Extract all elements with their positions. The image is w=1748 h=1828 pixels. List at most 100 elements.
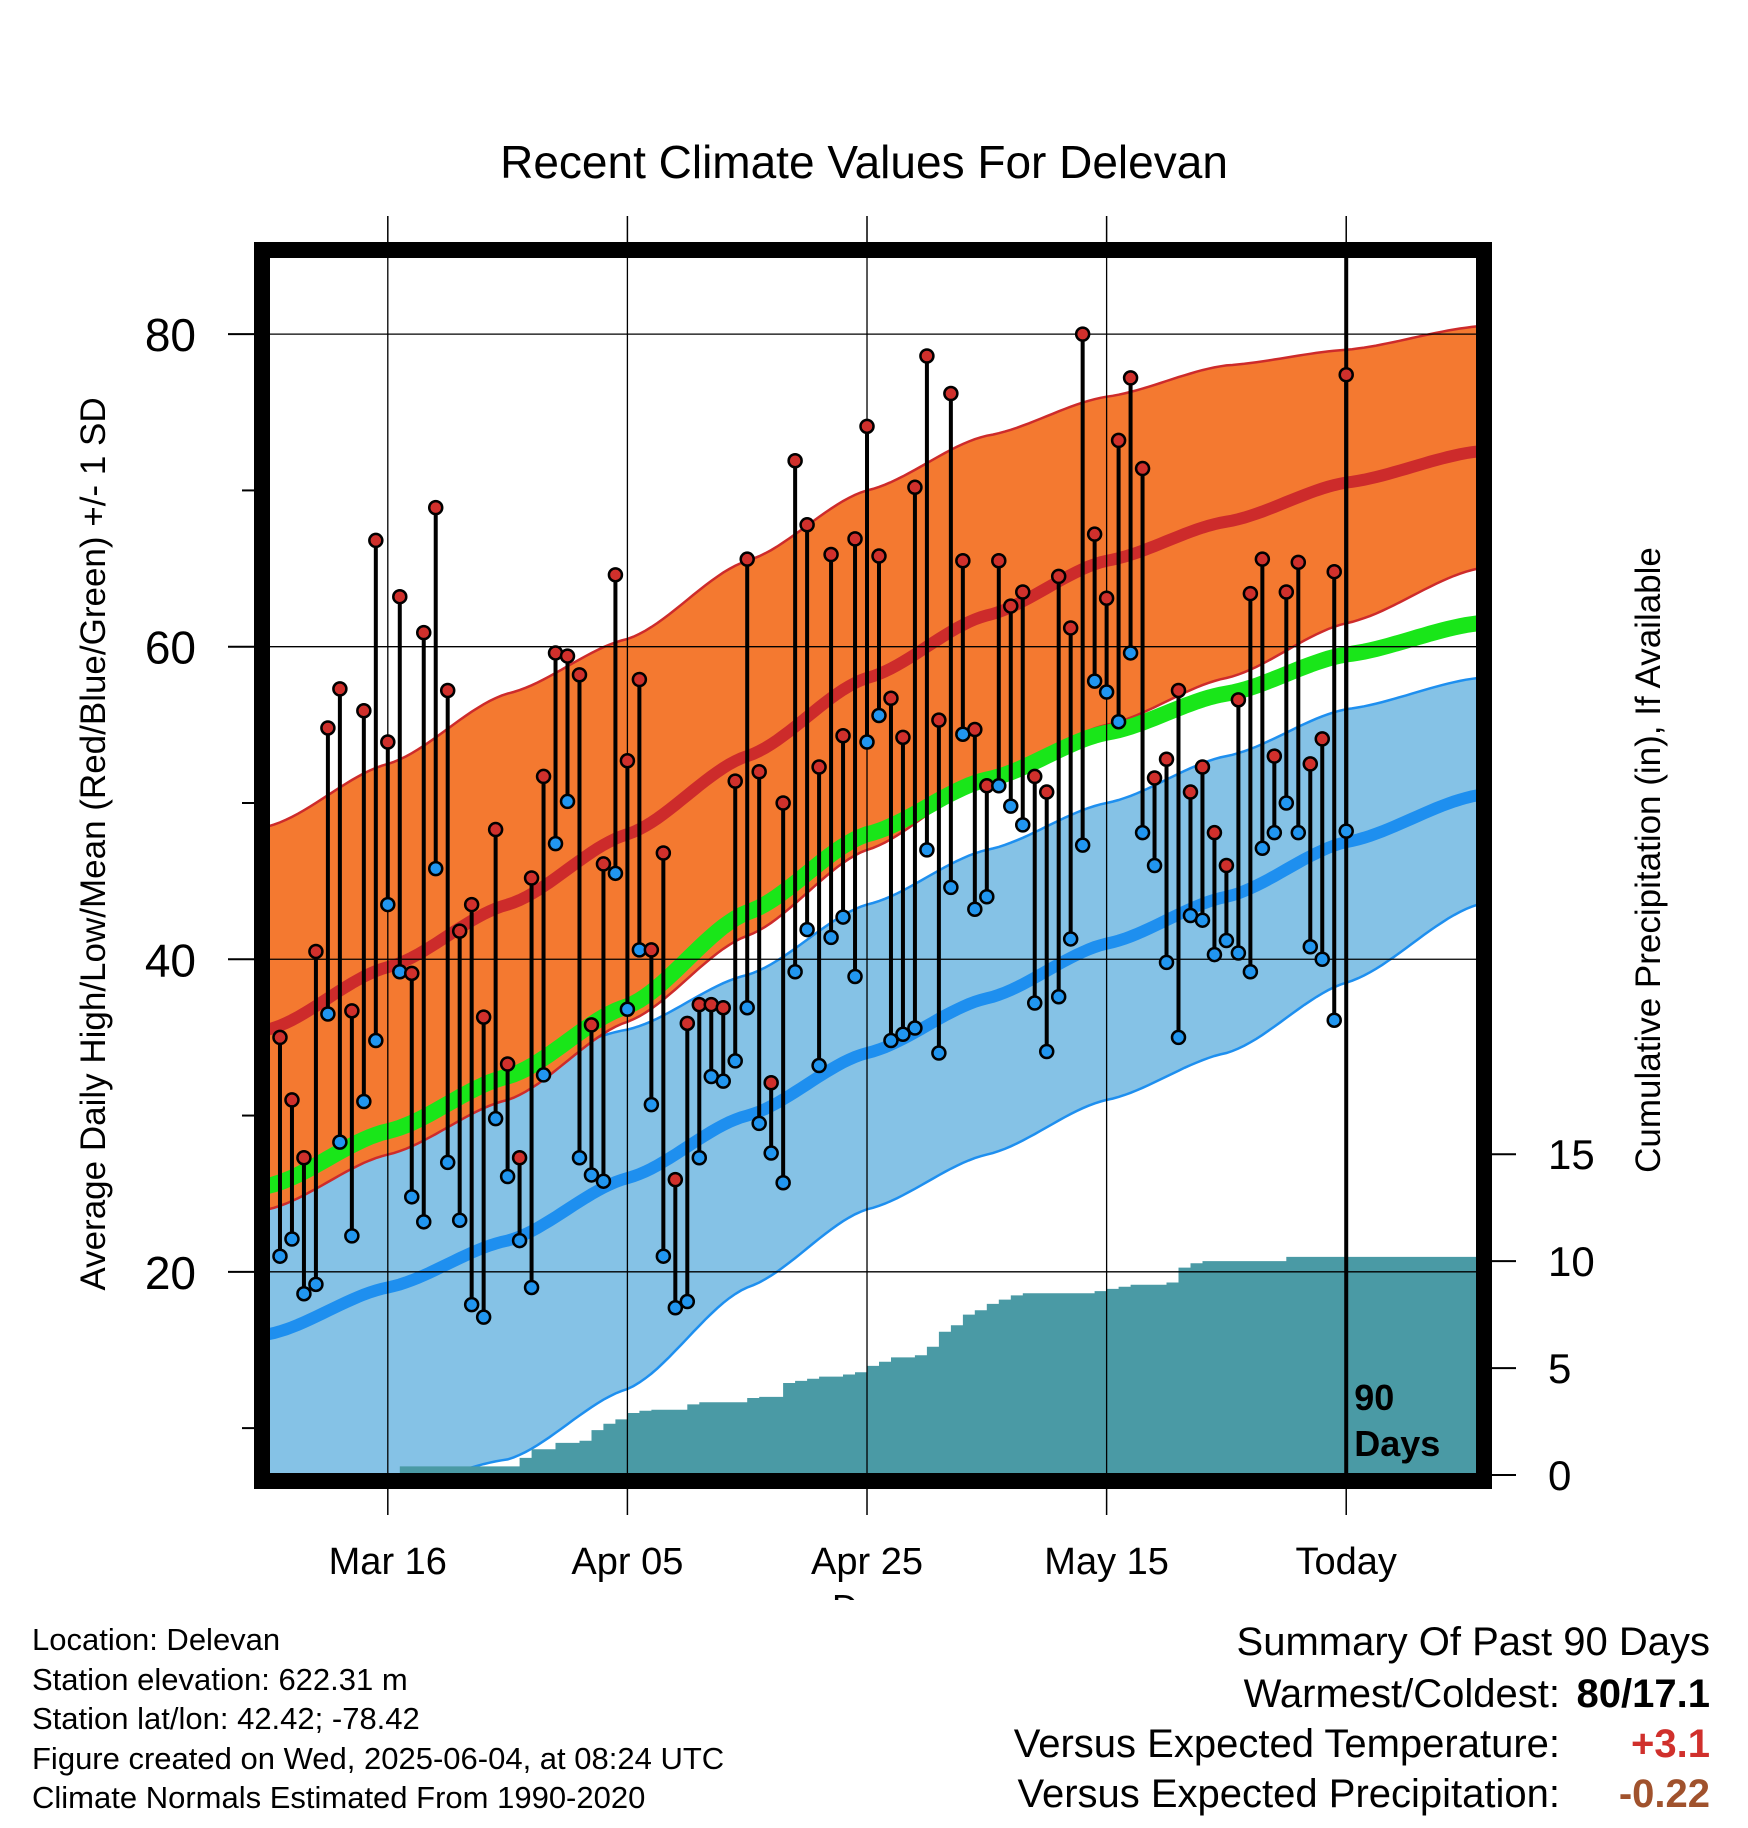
daily-high-point	[583, 1017, 600, 1033]
daily-high-point	[1338, 367, 1354, 383]
y-tick-label: 80	[145, 309, 196, 361]
precip-value: -0.22	[1618, 1772, 1710, 1816]
daily-high-point	[1158, 751, 1175, 767]
daily-low-point	[655, 1248, 672, 1264]
summary-row-warmest: Warmest/Coldest: 80/17.1	[1014, 1672, 1710, 1722]
daily-high-point	[1062, 620, 1079, 636]
daily-low-point	[1314, 951, 1331, 968]
daily-high-point	[392, 588, 408, 605]
daily-high-point	[1230, 692, 1247, 708]
x-tick-label: May 15	[1044, 1541, 1169, 1583]
x-tick-label: Apr 05	[571, 1541, 683, 1583]
daily-high-point	[823, 546, 839, 563]
daily-high-point	[559, 648, 576, 664]
daily-high-point	[727, 773, 743, 789]
daily-high-point	[931, 712, 947, 728]
high-sd-upper-line	[268, 325, 1478, 828]
daily-low-point	[284, 1231, 300, 1247]
daily-low-point	[775, 1175, 791, 1191]
daily-high-point	[1242, 585, 1259, 602]
today-days-label: Days	[1354, 1423, 1440, 1464]
daily-low-point	[667, 1300, 684, 1316]
summary-title: Summary Of Past 90 Days	[1236, 1620, 1710, 1664]
daily-high-point	[404, 965, 420, 982]
y2-tick-label: 5	[1548, 1345, 1571, 1392]
daily-high-point	[272, 1029, 288, 1046]
daily-high-point	[631, 671, 648, 688]
daily-high-point	[344, 1003, 360, 1019]
daily-high-point	[955, 553, 971, 569]
daily-high-point	[1098, 590, 1115, 607]
daily-low-point	[523, 1279, 540, 1296]
daily-low-point	[607, 865, 624, 882]
y2-tick-label: 15	[1548, 1131, 1595, 1178]
daily-low-point	[368, 1032, 384, 1049]
y2-tick-label: 0	[1548, 1452, 1571, 1499]
daily-high-point	[308, 943, 324, 960]
daily-high-point	[667, 1171, 684, 1188]
daily-low-point	[1170, 1029, 1187, 1046]
daily-low-point	[559, 793, 576, 810]
daily-low-point	[1326, 1012, 1342, 1028]
location-text: Location: Delevan	[32, 1622, 281, 1657]
plot-frame	[254, 242, 1492, 1489]
summary-row-precip: Versus Expected Precipitation: -0.22	[1014, 1772, 1710, 1822]
daily-high-point	[715, 999, 731, 1016]
daily-low-point	[727, 1053, 743, 1069]
daily-high-point	[296, 1149, 312, 1166]
daily-high-point	[356, 703, 372, 719]
daily-high-point	[991, 553, 1007, 569]
daily-high-point	[475, 1009, 492, 1025]
daily-high-point	[284, 1092, 300, 1108]
daily-low-point	[547, 835, 564, 852]
daily-high-point	[1302, 756, 1319, 772]
daily-high-point	[1194, 759, 1211, 775]
daily-high-point	[332, 681, 348, 697]
daily-high-point	[1170, 682, 1187, 699]
x-tick-label: Apr 25	[811, 1541, 923, 1583]
daily-low-point	[1338, 823, 1354, 839]
daily-low-point	[715, 1073, 731, 1089]
daily-high-point	[1038, 784, 1055, 800]
daily-low-point	[1038, 1043, 1055, 1060]
daily-high-point	[1050, 568, 1067, 585]
daily-high-point	[1026, 768, 1043, 785]
daily-low-point	[763, 1145, 779, 1161]
daily-low-point	[511, 1232, 528, 1249]
daily-low-point	[835, 909, 851, 925]
daily-high-point	[883, 690, 899, 707]
daily-high-point	[1122, 370, 1139, 386]
daily-low-point	[463, 1296, 480, 1313]
warmest-value: 80/17.1	[1576, 1672, 1710, 1716]
daily-high-point	[1110, 432, 1127, 449]
daily-high-point	[943, 385, 959, 402]
daily-high-point	[415, 624, 432, 641]
daily-high-point	[967, 721, 983, 738]
temp-label: Versus Expected Temperature:	[1013, 1722, 1560, 1766]
daily-low-point	[619, 1001, 636, 1018]
plot-content: 90 Days	[268, 256, 1478, 1475]
daily-high-point	[919, 348, 935, 364]
daily-low-point	[691, 1149, 708, 1166]
daily-high-point	[1015, 584, 1031, 600]
daily-high-point	[1086, 526, 1103, 542]
summary-row-temp: Versus Expected Temperature: +3.1	[1014, 1722, 1710, 1772]
daily-low-point	[799, 921, 815, 938]
precip-label: Versus Expected Precipitation:	[1017, 1772, 1560, 1816]
daily-high-point	[739, 551, 755, 567]
daily-low-point	[1062, 931, 1079, 947]
daily-low-point	[356, 1093, 372, 1110]
daily-high-point	[763, 1074, 779, 1091]
y-tick-label: 20	[145, 1247, 196, 1299]
daily-low-point	[535, 1067, 552, 1083]
daily-high-point	[1254, 551, 1271, 567]
x-axis-label: Day	[832, 1587, 896, 1600]
daily-high-point	[655, 845, 672, 861]
daily-high-point	[811, 759, 827, 775]
daily-low-point	[1266, 824, 1283, 841]
daily-low-point	[487, 1110, 504, 1127]
daily-high-point	[1146, 770, 1163, 786]
climate-chart: Recent Climate Values For Delevan 90 Days…	[74, 136, 1668, 1600]
daily-low-point	[1218, 932, 1235, 949]
daily-low-point	[859, 734, 875, 750]
